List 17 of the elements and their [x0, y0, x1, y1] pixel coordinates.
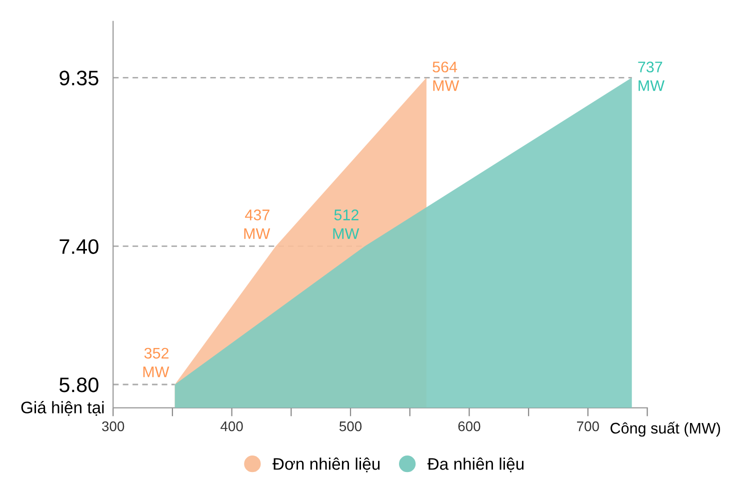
x-tick-label: 300	[102, 421, 124, 432]
x-tick-label: 700	[577, 421, 599, 432]
x-tick-label: 600	[458, 421, 480, 432]
legend-label: Đơn nhiên liệu	[272, 458, 380, 472]
y-tick-label: 7.40	[60, 239, 98, 254]
y-tick-label: 5.80	[59, 378, 98, 392]
annotation: 737 MW	[638, 62, 664, 91]
legend-label: Đa nhiên liệu	[427, 458, 524, 472]
x-tick-label: 400	[220, 421, 243, 432]
annotation: 352 MW	[143, 348, 170, 378]
x-tick-label: 500	[339, 421, 362, 432]
y-tick-label: 9.35	[60, 70, 98, 86]
annotation: 437 MW	[244, 210, 270, 239]
text: Giá hiện tại	[21, 400, 104, 416]
annotation: 564 MW	[432, 62, 460, 91]
x-axis-title: Công suất (MW)	[610, 422, 720, 437]
annotation: 512 MW	[333, 210, 360, 239]
